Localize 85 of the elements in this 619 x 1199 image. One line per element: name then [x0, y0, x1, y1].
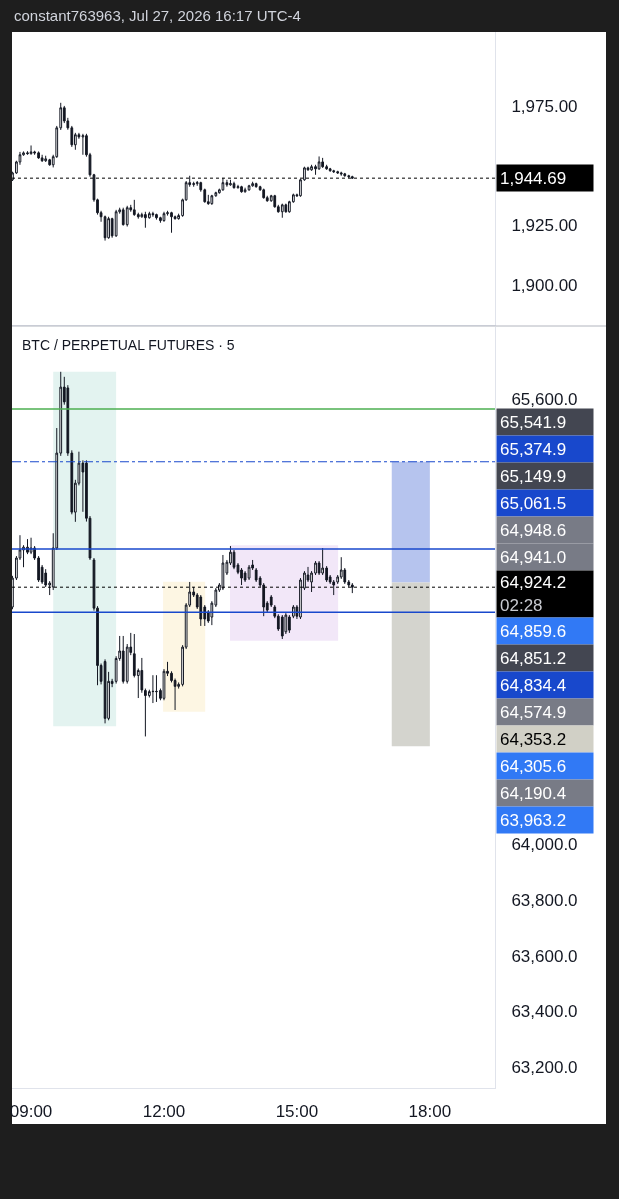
text: 64,851.2 — [500, 648, 567, 668]
candlestick — [240, 567, 243, 586]
candlestick — [251, 181, 254, 187]
chart-title: constant763963, Jul 27, 2026 16:17 UTC-4 — [14, 7, 301, 24]
text: 64,574.9 — [500, 702, 567, 722]
text: BTC / PERPETUAL FUTURES · 5 — [22, 337, 235, 353]
candlestick — [155, 214, 158, 221]
candlestick — [114, 209, 118, 238]
candlestick — [40, 154, 44, 163]
candlestick — [247, 184, 251, 191]
candlestick — [37, 152, 40, 160]
candlestick — [144, 211, 147, 229]
candlestick — [280, 203, 284, 219]
candlestick — [339, 171, 343, 177]
candlestick — [107, 216, 110, 240]
candlestick — [332, 169, 336, 174]
candlestick — [199, 594, 203, 627]
candlestick — [236, 184, 240, 190]
candlestick — [29, 144, 33, 156]
candlestick — [280, 614, 284, 640]
text: 65,149.9 — [500, 466, 567, 486]
candlestick — [210, 194, 214, 206]
text: 63,963.2 — [500, 810, 567, 830]
candlestick — [321, 157, 324, 169]
candlestick — [350, 175, 354, 180]
y-tick-label: 63,400.0 — [511, 1002, 578, 1022]
candlestick — [121, 635, 125, 685]
candlestick — [132, 199, 136, 217]
candlestick — [232, 549, 236, 570]
candlestick — [243, 187, 247, 194]
candlestick — [221, 177, 225, 192]
text: 64,924.2 02:28 — [500, 573, 567, 615]
text: 64,948.6 — [500, 520, 567, 540]
candlestick — [273, 194, 277, 209]
candlestick — [310, 164, 313, 171]
candlestick — [317, 155, 321, 171]
candlestick — [121, 207, 125, 227]
x-tick-label: 15:00 — [275, 1102, 319, 1122]
text: 64,834.4 — [500, 675, 567, 695]
text: 64,190.4 — [500, 783, 567, 803]
candlestick — [221, 554, 225, 591]
text: 65,541.9 — [500, 412, 567, 432]
y-tick-label: 63,800.0 — [511, 891, 578, 911]
candlestick — [254, 183, 258, 189]
candlestick — [262, 188, 266, 200]
candlestick — [151, 211, 155, 218]
candlestick — [103, 215, 107, 242]
text: 64,941.0 — [500, 547, 567, 567]
y-tick-label: 63,600.0 — [511, 946, 578, 966]
candlestick — [229, 179, 232, 187]
text: 64,305.6 — [500, 756, 567, 776]
candlestick — [343, 172, 347, 178]
ref-line-label: 1,944.69 — [500, 168, 567, 188]
candlestick — [125, 205, 129, 228]
x-tick-label: 12:00 — [142, 1102, 186, 1122]
candlestick — [240, 186, 243, 194]
candlestick — [254, 567, 258, 583]
candlestick — [48, 159, 52, 167]
y-tick-label: 1,925.00 — [511, 216, 578, 236]
candlestick — [328, 167, 332, 173]
candlestick — [103, 658, 107, 724]
candlestick — [347, 174, 351, 179]
candlestick — [247, 564, 251, 581]
candlestick — [151, 674, 155, 704]
candlestick — [44, 155, 48, 163]
y-tick-label: 65,600.0 — [511, 390, 578, 410]
candlestick — [336, 170, 340, 175]
y-tick-label: 63,200.0 — [511, 1058, 578, 1078]
candlestick — [162, 211, 166, 223]
text: 65,374.9 — [500, 439, 567, 459]
candlestick — [284, 612, 288, 635]
y-tick-label: 1,900.00 — [511, 275, 578, 295]
x-tick-label: 18:00 — [408, 1102, 452, 1122]
y-tick-label: 1,975.00 — [511, 96, 578, 116]
candlestick — [232, 181, 236, 190]
candlestick — [284, 203, 288, 214]
text: 64,353.2 — [500, 729, 567, 749]
candlestick — [155, 674, 158, 703]
candlestick — [170, 212, 173, 234]
candlestick — [81, 133, 85, 156]
text: 65,061.5 — [500, 493, 567, 513]
candlestick — [350, 584, 354, 594]
candlestick — [339, 556, 343, 580]
text: 64,859.6 — [500, 621, 567, 641]
y-tick-label: 64,000.0 — [511, 835, 578, 855]
